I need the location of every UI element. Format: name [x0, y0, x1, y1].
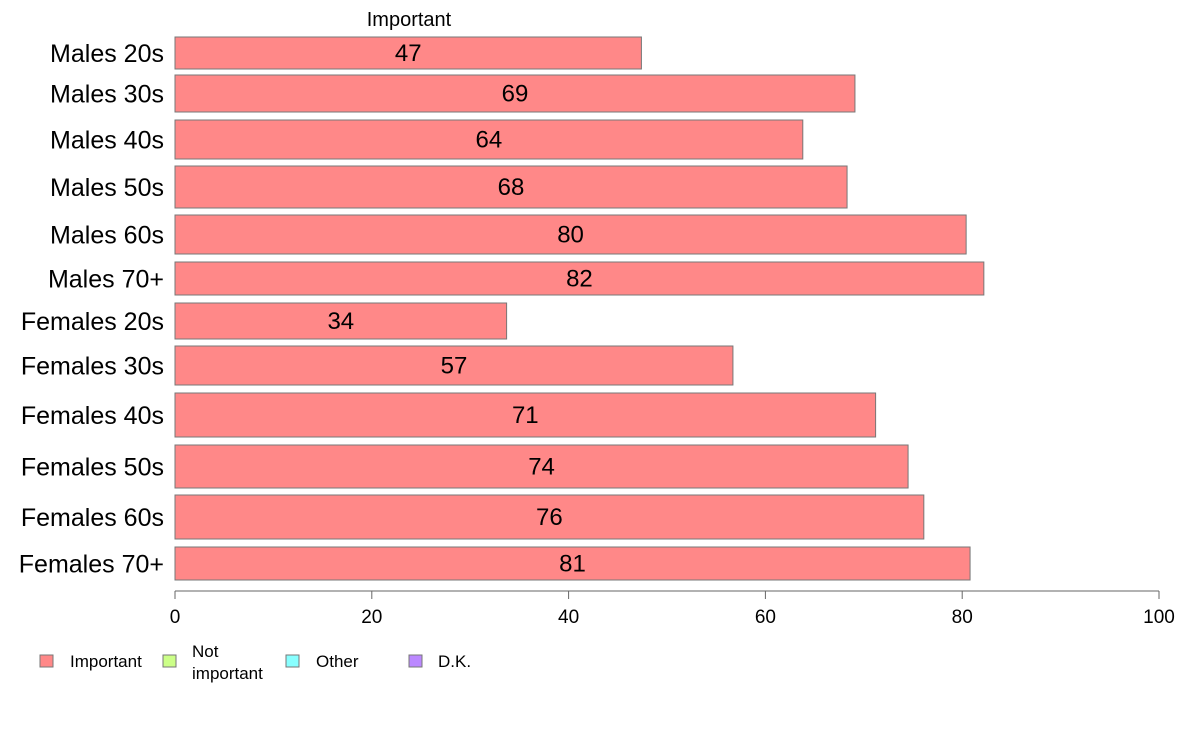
- legend-swatch: [285, 654, 300, 668]
- value-label: 69: [502, 81, 529, 108]
- category-label: Males 70+: [48, 266, 164, 294]
- legend-swatch: [408, 654, 423, 668]
- category-label: Females 60s: [21, 504, 164, 532]
- bar: [174, 74, 856, 113]
- x-axis: 0 20 40 60 80 100: [170, 590, 1175, 628]
- legend-swatch: [162, 654, 177, 668]
- bar: [174, 546, 971, 581]
- value-label: 64: [476, 127, 503, 154]
- bar: [174, 119, 804, 160]
- category-label: Males 30s: [50, 81, 164, 109]
- series-label: Important: [367, 9, 452, 31]
- x-tick-label: 40: [558, 607, 579, 628]
- category-label: Females 20s: [21, 308, 164, 336]
- category-label: Males 60s: [50, 222, 164, 250]
- bar: [174, 345, 734, 386]
- category-label: Females 30s: [21, 353, 164, 381]
- value-label: 80: [557, 222, 584, 249]
- x-tick-label: 60: [755, 607, 776, 628]
- category-label: Males 20s: [50, 40, 164, 68]
- x-tick-label: 100: [1143, 607, 1175, 628]
- category-label: Females 70+: [19, 551, 164, 579]
- legend-label: Other: [316, 652, 359, 671]
- category-label: Females 40s: [21, 402, 164, 430]
- x-tick-label: 0: [170, 607, 181, 628]
- category-labels: Males 20s Males 30s Males 40s Males 50s Male…: [19, 40, 164, 579]
- legend: Important Not important Other D.K.: [39, 642, 471, 683]
- value-label: 71: [512, 402, 539, 429]
- value-label: 47: [395, 40, 422, 67]
- legend-label: Important: [70, 652, 142, 671]
- value-label: 34: [327, 308, 354, 335]
- value-label: 82: [566, 266, 593, 293]
- value-label: 81: [559, 551, 586, 578]
- bar: [174, 36, 642, 70]
- value-label: 74: [528, 454, 555, 481]
- bar: [174, 165, 848, 209]
- category-label: Males 40s: [50, 127, 164, 155]
- x-tick-label: 80: [952, 607, 973, 628]
- x-tick-label: 20: [361, 607, 382, 628]
- value-label: 57: [441, 353, 468, 380]
- bar: [174, 302, 508, 340]
- bar: [174, 214, 967, 255]
- value-label: 76: [536, 504, 563, 531]
- bar: [174, 261, 985, 296]
- bar: [174, 444, 909, 489]
- legend-swatch: [39, 654, 54, 668]
- value-labels: 47 69 64 68 80 82 34 57 71 74 76 81: [327, 40, 592, 578]
- legend-label: Not important: [192, 642, 263, 683]
- value-label: 68: [498, 174, 525, 201]
- legend-label: D.K.: [438, 652, 471, 671]
- category-label: Females 50s: [21, 454, 164, 482]
- bar: [174, 392, 877, 438]
- bars-group: [174, 36, 985, 581]
- bar: [174, 494, 925, 540]
- category-label: Males 50s: [50, 174, 164, 202]
